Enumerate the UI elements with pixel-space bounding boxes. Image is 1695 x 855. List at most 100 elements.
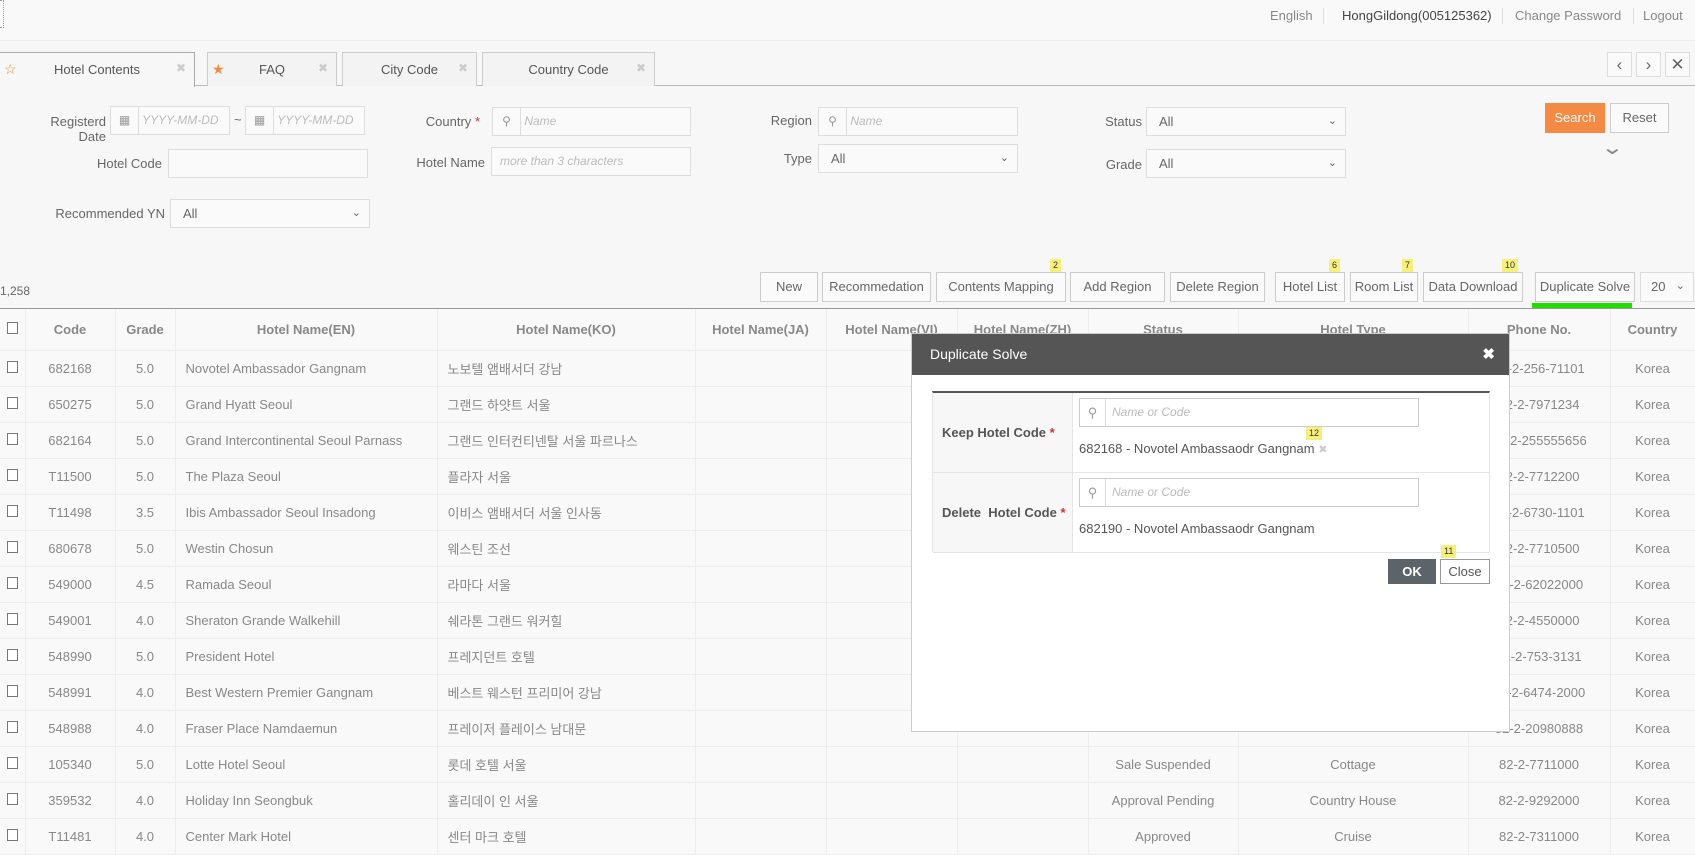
row-checkbox[interactable] xyxy=(6,648,18,661)
cell-code: 548988 xyxy=(25,710,116,747)
hotel-code-input[interactable] xyxy=(168,149,368,178)
country-search-input[interactable]: ⚲ Name xyxy=(492,107,691,136)
change-password-link[interactable]: Change Password xyxy=(1515,8,1622,23)
grade-select[interactable]: All ⌄ xyxy=(1146,149,1346,178)
add-region-button[interactable]: Add Region xyxy=(1070,272,1165,302)
keep-hotel-row: Keep Hotel Code * ⚲ Name or Code 682168 -… xyxy=(933,393,1489,473)
recommedation-button[interactable]: Recommedation xyxy=(822,272,931,302)
delete-hotel-search-input[interactable]: ⚲ Name or Code xyxy=(1079,478,1419,507)
column-header[interactable]: Code xyxy=(25,309,116,351)
selected-value: 20 xyxy=(1651,279,1666,294)
ok-button[interactable]: OK xyxy=(1388,559,1436,584)
table-row[interactable]: T11481 4.0 Center Mark Hotel 센터 마크 호텔 Approv… xyxy=(0,818,1695,855)
cell-country: Korea xyxy=(1610,746,1695,783)
type-select[interactable]: All ⌄ xyxy=(818,144,1018,173)
new-button[interactable]: New xyxy=(760,272,818,302)
row-checkbox[interactable] xyxy=(6,792,18,805)
row-checkbox[interactable] xyxy=(6,612,18,625)
tab-country-code[interactable]: Country Code ✖ xyxy=(482,52,655,86)
column-header[interactable]: Country xyxy=(1610,309,1695,351)
star-filled-icon[interactable]: ★ xyxy=(212,61,225,77)
room-list-button[interactable]: Room List 7 xyxy=(1350,259,1418,302)
cell-country: Korea xyxy=(1610,494,1695,531)
button-label: Delete Region xyxy=(1176,279,1259,294)
search-icon[interactable]: ⚲ xyxy=(493,108,521,135)
required-mark: * xyxy=(1060,505,1066,520)
cell-status: Approval Pending xyxy=(1088,782,1239,819)
tab-next-button[interactable]: › xyxy=(1636,52,1661,77)
tab-faq[interactable]: ★ FAQ ✖ xyxy=(207,52,337,86)
expand-chevron-icon[interactable]: ⌄ xyxy=(1600,137,1625,159)
close-button[interactable]: Close 11 xyxy=(1440,545,1490,584)
date-to-input[interactable]: ▦ YYYY-MM-DD xyxy=(245,106,365,135)
tab-hotel-contents[interactable]: ☆ Hotel Contents ✖ xyxy=(0,52,195,87)
close-tab-icon[interactable]: ✖ xyxy=(635,61,646,75)
calendar-icon[interactable]: ▦ xyxy=(111,107,139,134)
column-header[interactable]: Hotel Name(EN) xyxy=(175,309,438,351)
close-tab-icon[interactable]: ✖ xyxy=(317,61,328,75)
cell-hotel-name-ko: 쉐라톤 그랜드 워커힐 xyxy=(437,602,696,639)
duplicate-solve-button[interactable]: Duplicate Solve xyxy=(1535,272,1635,302)
close-all-tabs-button[interactable]: ✕ xyxy=(1665,52,1690,77)
data-download-button[interactable]: Data Download 10 xyxy=(1423,259,1523,302)
reset-button[interactable]: Reset xyxy=(1610,103,1669,133)
search-icon[interactable]: ⚲ xyxy=(1080,399,1106,426)
table-row[interactable]: 105340 5.0 Lotte Hotel Seoul 롯데 호텔 서울 Sale S… xyxy=(0,746,1695,783)
search-icon[interactable]: ⚲ xyxy=(819,108,847,135)
row-checkbox[interactable] xyxy=(6,432,18,445)
search-icon[interactable]: ⚲ xyxy=(1080,479,1106,506)
row-checkbox[interactable] xyxy=(6,720,18,733)
date-separator: ~ xyxy=(234,112,242,127)
select-all-checkbox[interactable] xyxy=(6,321,18,334)
logout-link[interactable]: Logout xyxy=(1643,8,1683,23)
annotation-badge: 6 xyxy=(1328,259,1340,272)
language-link[interactable]: English xyxy=(1270,8,1313,23)
date-from-input[interactable]: ▦ YYYY-MM-DD xyxy=(110,106,230,135)
close-icon[interactable]: ✖ xyxy=(1482,346,1495,363)
hotel-name-input[interactable]: more than 3 characters xyxy=(491,147,691,176)
row-checkbox-cell xyxy=(0,710,26,747)
row-checkbox[interactable] xyxy=(6,396,18,409)
close-tab-icon[interactable]: ✖ xyxy=(175,61,186,75)
cell-code: 549000 xyxy=(25,566,116,603)
total-count: 1,258 xyxy=(0,284,31,298)
row-checkbox[interactable] xyxy=(6,684,18,697)
cell-hotel-name-ko: 홀리데이 인 서울 xyxy=(437,782,696,819)
table-row[interactable]: 650275 5.0 Grand Hyatt Seoul 그랜드 하얏트 서울 82-2… xyxy=(0,386,1695,423)
contents-mapping-button[interactable]: Contents Mapping 2 xyxy=(936,259,1066,302)
search-button[interactable]: Search xyxy=(1545,103,1605,133)
recommended-select[interactable]: All ⌄ xyxy=(170,199,370,228)
row-checkbox[interactable] xyxy=(6,540,18,553)
column-header[interactable]: Hotel Name(KO) xyxy=(437,309,696,351)
row-checkbox[interactable] xyxy=(6,504,18,517)
row-checkbox[interactable] xyxy=(6,468,18,481)
cell-hotel-type: Country House xyxy=(1238,782,1469,819)
table-row[interactable]: 359532 4.0 Holiday Inn Seongbuk 홀리데이 인 서울 Ap… xyxy=(0,782,1695,819)
row-checkbox[interactable] xyxy=(6,756,18,769)
keep-hotel-search-input[interactable]: ⚲ Name or Code xyxy=(1079,398,1419,427)
row-checkbox[interactable] xyxy=(6,360,18,373)
menu-icon[interactable] xyxy=(0,0,4,28)
column-header[interactable]: Grade xyxy=(115,309,176,351)
cell-hotel-name-vi xyxy=(826,746,958,783)
tab-city-code[interactable]: City Code ✖ xyxy=(342,52,477,86)
highlight-bar xyxy=(1532,303,1632,312)
delete-region-button[interactable]: Delete Region xyxy=(1170,272,1265,302)
cell-hotel-name-vi xyxy=(826,818,958,855)
remove-icon[interactable]: ✖ xyxy=(1318,444,1328,456)
row-checkbox[interactable] xyxy=(6,576,18,589)
cell-hotel-name-en: Center Mark Hotel xyxy=(175,818,438,855)
cell-code: 549001 xyxy=(25,602,116,639)
star-outline-icon[interactable]: ☆ xyxy=(4,61,17,77)
placeholder: Name xyxy=(850,114,883,128)
page-size-select[interactable]: 20 ⌄ xyxy=(1640,272,1694,302)
calendar-icon[interactable]: ▦ xyxy=(246,107,274,134)
close-tab-icon[interactable]: ✖ xyxy=(457,61,468,75)
region-search-input[interactable]: ⚲ Name xyxy=(818,107,1018,136)
column-header[interactable]: Hotel Name(JA) xyxy=(695,309,827,351)
grade-label: Grade xyxy=(1105,157,1142,172)
row-checkbox-cell xyxy=(0,458,26,495)
status-select[interactable]: All ⌄ xyxy=(1146,107,1346,136)
hotel-list-button[interactable]: Hotel List 6 xyxy=(1275,259,1345,302)
tab-prev-button[interactable]: ‹ xyxy=(1607,52,1632,77)
